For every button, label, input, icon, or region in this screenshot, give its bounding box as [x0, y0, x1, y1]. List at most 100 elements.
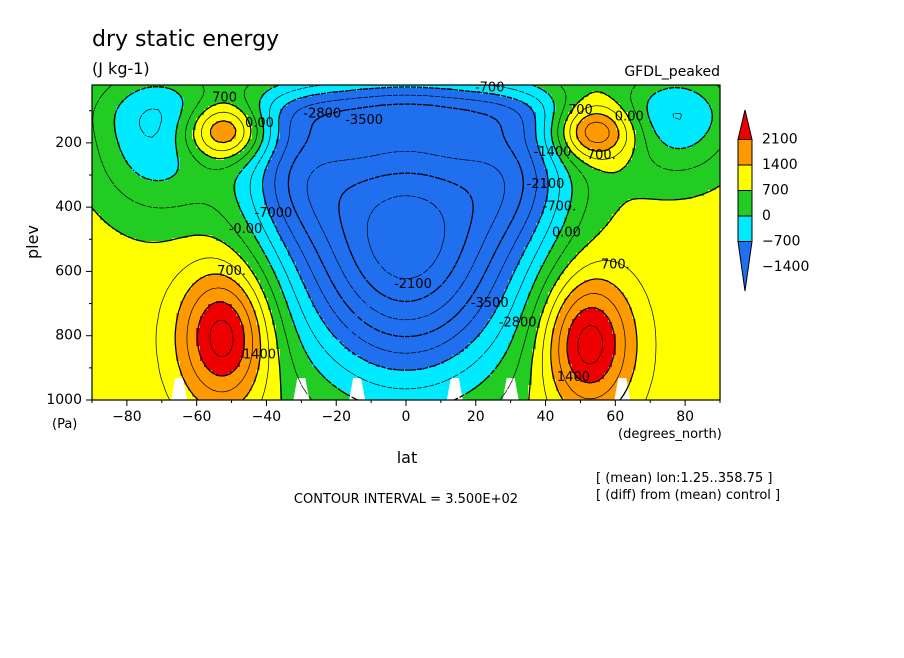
heat-cell	[228, 97, 233, 101]
heat-cell	[108, 97, 113, 101]
heat-cell	[132, 193, 137, 197]
heat-cell	[200, 100, 205, 104]
heat-cell	[176, 208, 181, 212]
heat-cell	[208, 211, 213, 215]
heat-cell	[100, 94, 105, 98]
heat-cell	[152, 190, 157, 194]
heat-cell	[92, 367, 97, 371]
heat-cell	[212, 163, 217, 167]
heat-cell	[192, 109, 197, 113]
heat-cell	[200, 133, 205, 137]
heat-cell	[120, 124, 125, 128]
heat-cell	[112, 373, 117, 377]
heat-cell	[100, 211, 105, 215]
heat-cell	[140, 121, 145, 125]
heat-cell	[136, 304, 141, 308]
heat-cell	[124, 340, 129, 344]
heat-cell	[128, 259, 133, 263]
heat-cell	[136, 334, 141, 338]
heat-cell	[116, 337, 121, 341]
heat-cell	[144, 292, 149, 296]
heat-cell	[92, 304, 97, 308]
heat-cell	[216, 346, 221, 350]
heat-cell	[176, 112, 181, 116]
heat-cell	[196, 367, 201, 371]
heat-cell	[164, 127, 169, 131]
heat-cell	[156, 109, 161, 113]
heat-cell	[116, 121, 121, 125]
heat-cell	[92, 283, 97, 287]
heat-cell	[164, 301, 169, 305]
heat-cell	[200, 217, 205, 221]
heat-cell	[184, 85, 189, 89]
heat-cell	[224, 382, 229, 386]
heat-cell	[192, 163, 197, 167]
heat-cell	[132, 307, 137, 311]
heat-cell	[144, 199, 149, 203]
heat-cell	[160, 244, 165, 248]
heat-cell	[92, 295, 97, 299]
heat-cell	[100, 313, 105, 317]
heat-cell	[208, 289, 213, 293]
heat-cell	[104, 151, 109, 155]
heat-cell	[120, 259, 125, 263]
heat-cell	[124, 148, 129, 152]
heat-cell	[180, 232, 185, 236]
heat-cell	[96, 325, 101, 329]
heat-cell	[128, 295, 133, 299]
heat-cell	[112, 169, 117, 173]
heat-cell	[200, 301, 205, 305]
heat-cell	[216, 352, 221, 356]
heat-cell	[164, 166, 169, 170]
heat-cell	[116, 217, 121, 221]
heat-cell	[200, 115, 205, 119]
heat-cell	[124, 256, 129, 260]
heat-cell	[100, 388, 105, 392]
heat-cell	[144, 103, 149, 107]
heat-cell	[224, 100, 229, 104]
heat-cell	[152, 199, 157, 203]
heat-cell	[156, 358, 161, 362]
heat-cell	[136, 193, 141, 197]
heat-cell	[156, 373, 161, 377]
heat-cell	[108, 130, 113, 134]
heat-cell	[184, 277, 189, 281]
heat-cell	[144, 139, 149, 143]
heat-cell	[196, 97, 201, 101]
heat-cell	[120, 205, 125, 209]
heat-cell	[148, 397, 153, 400]
heat-cell	[204, 142, 209, 146]
heat-cell	[144, 238, 149, 242]
heat-cell	[144, 154, 149, 158]
heat-cell	[116, 166, 121, 170]
heat-cell	[156, 331, 161, 335]
heat-cell	[112, 313, 117, 317]
heat-cell	[104, 304, 109, 308]
heat-cell	[136, 241, 141, 245]
heat-cell	[112, 241, 117, 245]
heat-cell	[180, 157, 185, 161]
heat-cell	[92, 121, 97, 125]
heat-cell	[196, 133, 201, 137]
heat-cell	[224, 115, 229, 119]
heat-cell	[160, 373, 165, 377]
heat-cell	[160, 130, 165, 134]
heat-cell	[96, 208, 101, 212]
heat-cell	[200, 352, 205, 356]
heat-cell	[208, 271, 213, 275]
heat-cell	[184, 193, 189, 197]
heat-cell	[132, 214, 137, 218]
heat-cell	[152, 349, 157, 353]
heat-cell	[136, 385, 141, 389]
heat-cell	[176, 316, 181, 320]
heat-cell	[120, 94, 125, 98]
heat-cell	[204, 223, 209, 227]
heat-cell	[204, 382, 209, 386]
heat-cell	[164, 238, 169, 242]
heat-cell	[184, 169, 189, 173]
heat-cell	[96, 94, 101, 98]
heat-cell	[176, 97, 181, 101]
heat-cell	[152, 193, 157, 197]
heat-cell	[128, 307, 133, 311]
heat-cell	[164, 379, 169, 383]
